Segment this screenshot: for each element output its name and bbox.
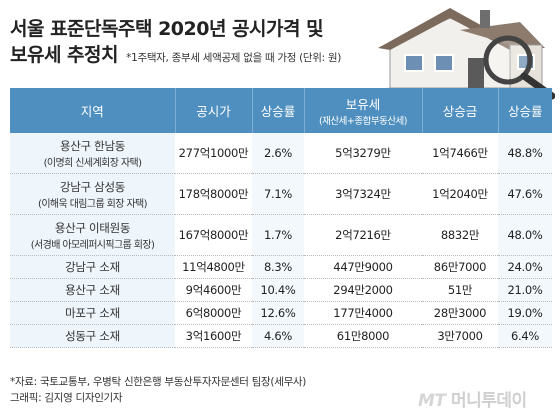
- header-price: 공시가: [175, 88, 253, 133]
- tax-rate-cell: 24.0%: [498, 255, 552, 279]
- price-rate-cell: 2.6%: [252, 132, 304, 174]
- region-owner: (이해욱 대림그룹 회장 자택): [38, 198, 148, 210]
- price-rate-cell: 8.3%: [252, 255, 304, 279]
- table-row: 용산구 소재 9억4600만 10.4% 294만2000 51만 21.0%: [10, 278, 552, 302]
- tax-cell: 294만2000: [304, 278, 422, 302]
- price-cell: 277억1000만: [175, 132, 252, 174]
- price-cell: 9억4600만: [175, 278, 252, 302]
- header-tax-sub: (재산세+종합부동산세): [318, 115, 408, 127]
- tax-rate-cell: 21.0%: [498, 278, 552, 302]
- table-header-row: 지역 공시가 상승률 보유세 (재산세+종합부동산세) 상승금 상승률: [10, 88, 552, 133]
- header-increase: 상승금: [422, 88, 499, 133]
- increase-cell: 8832만: [422, 214, 498, 256]
- tax-cell: 3억7324만: [304, 173, 422, 215]
- region-cell: 강남구 삼성동 (이해욱 대림그룹 회장 자택): [10, 173, 175, 215]
- table-row: 강남구 소재 11억4800만 8.3% 447만9000 86만7000 24…: [10, 255, 552, 279]
- tax-cell: 61만8000: [304, 324, 422, 348]
- price-cell: 167억8000만: [175, 214, 252, 256]
- house-magnifier-icon: [370, 8, 555, 100]
- tax-cell: 5억3279만: [304, 132, 422, 174]
- title-note: *1주택자, 종부세 세액공제 없을 때 가정 (단위: 원): [126, 52, 342, 64]
- title-line2: 보유세 추정치: [10, 44, 119, 66]
- increase-cell: 1억7466만: [422, 132, 498, 174]
- region-name: 강남구 삼성동: [59, 179, 126, 194]
- header-region: 지역: [10, 88, 176, 133]
- header-tax-label: 보유세: [345, 96, 381, 112]
- price-rate-cell: 12.6%: [252, 301, 304, 325]
- price-cell: 178억8000만: [175, 173, 252, 215]
- table-row: 마포구 소재 6억8000만 12.6% 177만4000 28만3000 19…: [10, 301, 552, 325]
- tax-rate-cell: 6.4%: [498, 324, 552, 348]
- region-name: 용산구 이태원동: [54, 220, 131, 235]
- graphic-credit: 그래픽: 김지영 디자인기자: [10, 392, 123, 404]
- header-tax: 보유세 (재산세+종합부동산세): [304, 88, 423, 133]
- region-cell: 용산구 이태원동 (서경배 아모레퍼시픽그룹 회장): [10, 214, 175, 256]
- region-cell: 강남구 소재: [10, 255, 175, 279]
- increase-cell: 1억2040만: [422, 173, 498, 215]
- region-cell: 용산구 한남동 (이명희 신세계회장 자택): [10, 132, 175, 174]
- tax-rate-cell: 47.6%: [498, 173, 552, 215]
- tax-rate-cell: 48.8%: [498, 132, 552, 174]
- table-row: 용산구 한남동 (이명희 신세계회장 자택) 277억1000만 2.6% 5억…: [10, 132, 552, 174]
- region-owner: (서경배 아모레퍼시픽그룹 회장): [30, 239, 155, 251]
- price-rate-cell: 1.7%: [252, 214, 304, 256]
- header-tax-rate: 상승률: [498, 88, 552, 133]
- page-title: 서울 표준단독주택 2020년 공시가격 및 보유세 추정치 *1주택자, 종부…: [10, 16, 341, 71]
- increase-cell: 86만7000: [422, 255, 498, 279]
- table-row: 성동구 소재 3억1600만 4.6% 61만8000 3만7000 6.4%: [10, 324, 552, 348]
- title-line1: 서울 표준단독주택 2020년 공시가격 및: [10, 18, 324, 40]
- region-name: 용산구 한남동: [59, 138, 126, 153]
- region-cell: 용산구 소재: [10, 278, 175, 302]
- price-rate-cell: 10.4%: [252, 278, 304, 302]
- region-owner: (이명희 신세계회장 자택): [43, 157, 142, 169]
- tax-cell: 177만4000: [304, 301, 422, 325]
- price-cell: 3억1600만: [175, 324, 252, 348]
- increase-cell: 28만3000: [422, 301, 498, 325]
- price-rate-cell: 4.6%: [252, 324, 304, 348]
- table-row: 강남구 삼성동 (이해욱 대림그룹 회장 자택) 178억8000만 7.1% …: [10, 173, 552, 215]
- region-cell: 성동구 소재: [10, 324, 175, 348]
- logo: MT 머니투데이: [418, 386, 527, 411]
- price-cell: 6억8000만: [175, 301, 252, 325]
- increase-cell: 51만: [422, 278, 498, 302]
- logo-mt: MT: [418, 391, 446, 411]
- source-line: *자료: 국토교통부, 우병탁 신한은행 부동산투자자문센터 팀장(세무사): [10, 376, 307, 388]
- tax-cell: 447만9000: [304, 255, 422, 279]
- tax-rate-cell: 19.0%: [498, 301, 552, 325]
- header-price-rate: 상승률: [252, 88, 305, 133]
- tax-cell: 2억7216만: [304, 214, 422, 256]
- region-cell: 마포구 소재: [10, 301, 175, 325]
- logo-name: 머니투데이: [450, 391, 527, 411]
- increase-cell: 3만7000: [422, 324, 498, 348]
- table-row: 용산구 이태원동 (서경배 아모레퍼시픽그룹 회장) 167억8000만 1.7…: [10, 214, 552, 256]
- price-cell: 11억4800만: [175, 255, 252, 279]
- source-note: *자료: 국토교통부, 우병탁 신한은행 부동산투자자문센터 팀장(세무사) 그…: [10, 374, 306, 406]
- tax-rate-cell: 48.0%: [498, 214, 552, 256]
- tax-table: 지역 공시가 상승률 보유세 (재산세+종합부동산세) 상승금 상승률 용산구 …: [10, 88, 552, 348]
- price-rate-cell: 7.1%: [252, 173, 304, 215]
